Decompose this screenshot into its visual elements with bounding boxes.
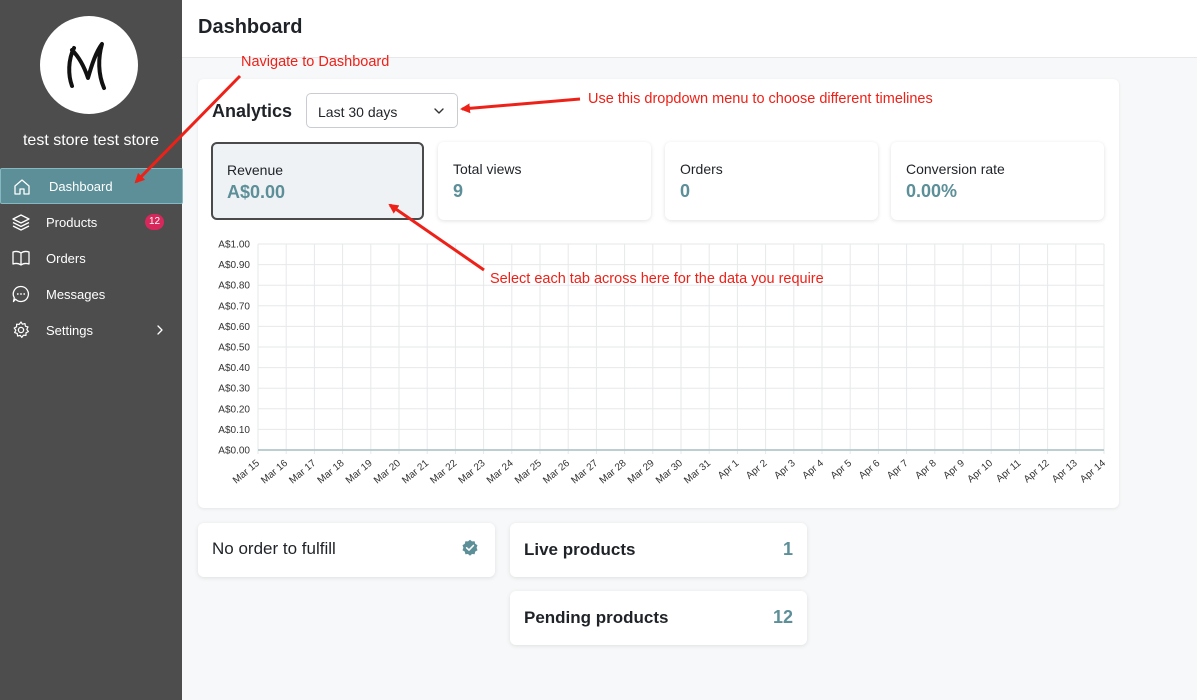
x-tick-label: Mar 24 [485, 458, 516, 487]
x-tick-label: Apr 3 [772, 458, 798, 482]
x-tick-label: Apr 9 [942, 458, 968, 482]
sidebar-item-messages[interactable]: Messages [0, 276, 182, 312]
stat-value: A$0.00 [227, 182, 286, 202]
stat-label: Orders [680, 161, 723, 177]
pending-products-count: 12 [772, 607, 793, 627]
x-tick-label: Mar 31 [682, 458, 713, 487]
y-tick-label: A$0.90 [218, 260, 250, 271]
sidebar-item-orders[interactable]: Orders [0, 240, 182, 276]
tab-orders[interactable]: Orders 0 [665, 142, 878, 220]
sidebar-item-products[interactable]: Products 12 [0, 204, 182, 240]
stat-label: Conversion rate [906, 161, 1005, 177]
x-tick-label: Mar 28 [598, 458, 629, 487]
chat-icon [12, 285, 30, 303]
stat-label: Revenue [227, 162, 284, 178]
x-tick-label: Apr 14 [1078, 458, 1108, 486]
sidebar-item-label: Settings [46, 322, 93, 338]
y-tick-label: A$0.20 [218, 404, 250, 415]
x-tick-label: Mar 18 [316, 458, 347, 487]
x-tick-label: Mar 26 [541, 458, 572, 487]
book-icon [12, 250, 30, 266]
x-tick-label: Mar 27 [569, 458, 600, 487]
y-tick-label: A$0.00 [218, 446, 250, 457]
sidebar-item-settings[interactable]: Settings [0, 312, 182, 348]
y-tick-label: A$0.70 [218, 301, 250, 312]
sidebar-item-dashboard[interactable]: Dashboard [0, 168, 183, 204]
live-products-count: 1 [782, 539, 793, 559]
x-tick-label: Apr 1 [716, 458, 742, 482]
chevron-down-icon [434, 108, 444, 114]
fulfill-card: No order to fulfill [198, 523, 495, 577]
x-tick-label: Apr 5 [829, 458, 855, 482]
store-logo[interactable] [40, 16, 138, 114]
home-icon [14, 179, 30, 195]
x-tick-label: Apr 13 [1050, 458, 1080, 486]
annotation-tabs: Select each tab across here for the data… [490, 271, 824, 287]
x-tick-label: Mar 15 [231, 458, 262, 487]
x-tick-label: Apr 8 [913, 458, 939, 482]
x-tick-label: Mar 16 [259, 458, 290, 487]
x-tick-label: Mar 29 [626, 458, 657, 487]
x-tick-label: Apr 7 [885, 458, 911, 482]
sidebar-item-label: Orders [46, 250, 86, 266]
y-tick-label: A$0.50 [218, 343, 250, 354]
x-tick-label: Mar 17 [287, 458, 318, 487]
top-bar: Dashboard [182, 0, 1197, 58]
x-tick-label: Apr 6 [857, 458, 883, 482]
layers-icon [12, 214, 30, 231]
x-tick-label: Mar 22 [428, 458, 459, 487]
pending-products-label: Pending products [524, 608, 669, 627]
analytics-title: Analytics [212, 101, 293, 121]
x-tick-label: Apr 4 [801, 458, 827, 482]
gear-icon [13, 321, 29, 338]
x-tick-label: Mar 19 [344, 458, 375, 487]
sidebar-item-label: Messages [46, 286, 106, 302]
live-products-label: Live products [524, 540, 636, 559]
stat-value: 0 [680, 181, 691, 201]
y-tick-label: A$0.60 [218, 322, 250, 333]
x-tick-label: Apr 11 [994, 458, 1023, 485]
x-tick-label: Apr 10 [965, 458, 995, 486]
analytics-card: Analytics Last 30 days Revenue A$0.00 To… [198, 79, 1119, 508]
y-tick-label: A$1.00 [218, 240, 250, 251]
sidebar-item-label: Dashboard [49, 178, 113, 194]
verified-check-icon [462, 539, 478, 556]
store-name: test store test store [22, 132, 160, 149]
timeline-dropdown[interactable]: Last 30 days [306, 93, 458, 128]
chevron-right-icon [157, 325, 163, 335]
annotation-nav: Navigate to Dashboard [241, 54, 390, 70]
y-tick-label: A$0.30 [218, 384, 250, 395]
tab-revenue[interactable]: Revenue A$0.00 [211, 142, 424, 220]
y-tick-label: A$0.80 [218, 281, 250, 292]
x-tick-label: Apr 2 [744, 458, 770, 482]
x-tick-label: Mar 20 [372, 458, 403, 487]
x-tick-label: Mar 25 [513, 458, 544, 487]
x-tick-label: Mar 23 [457, 458, 488, 487]
live-products-card[interactable]: Live products 1 [510, 523, 807, 577]
x-tick-label: Mar 30 [654, 458, 685, 487]
y-tick-label: A$0.10 [218, 425, 250, 436]
store-logo-icon [67, 42, 106, 90]
x-tick-label: Apr 12 [1022, 458, 1052, 486]
fulfill-status-text: No order to fulfill [212, 539, 336, 558]
tab-total-views[interactable]: Total views 9 [438, 142, 651, 220]
y-tick-label: A$0.40 [218, 363, 250, 374]
page-title: Dashboard [198, 16, 303, 38]
stat-value: 9 [453, 181, 464, 201]
timeline-selected-value: Last 30 days [318, 104, 398, 120]
pending-products-card[interactable]: Pending products 12 [510, 591, 807, 645]
tab-conversion-rate[interactable]: Conversion rate 0.00% [891, 142, 1104, 220]
stat-value: 0.00% [906, 181, 958, 201]
sidebar: test store test store Dashboard Products… [0, 0, 183, 700]
sidebar-item-label: Products [46, 214, 98, 230]
products-count-badge: 12 [145, 214, 164, 230]
x-tick-label: Mar 21 [400, 458, 431, 487]
stat-label: Total views [453, 161, 522, 177]
annotation-dropdown: Use this dropdown menu to choose differe… [588, 91, 933, 107]
